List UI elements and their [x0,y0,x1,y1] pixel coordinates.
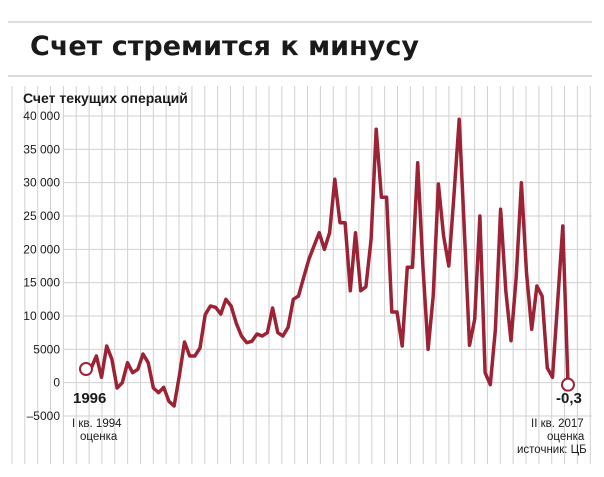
end-value-label: -0,3 [556,390,582,407]
y-tick-label: 0 [53,376,60,390]
y-tick-label: 15 000 [23,276,60,290]
horizontal-gridlines [64,115,592,417]
y-tick-label: 35 000 [23,142,60,156]
y-tick-label: 25 000 [23,209,60,223]
start-point-marker [79,362,93,376]
end-note-line-2: оценка [547,431,585,443]
end-note-line-1: II кв. 2017 [531,418,584,430]
source-note: источник: ЦБ [517,444,587,456]
y-tick-label: 20 000 [23,242,60,256]
y-axis-tick-labels: 40 000 35 000 30 000 25 000 20 000 15 000 10 0… [23,109,60,423]
start-note-line-2: оценка [80,431,118,443]
current-account-line [84,117,570,408]
start-year-label: 1996 [73,390,106,407]
start-note-line-1: I кв. 1994 [72,418,122,430]
title-box [0,0,604,86]
y-axis-label: Счет текущих операций [23,90,188,106]
y-tick-label: 30 000 [23,176,60,190]
y-tick-label: 40 000 [23,109,60,123]
y-tick-label: 5000 [33,342,60,356]
end-point-marker [561,377,575,392]
y-tick-label: –5000 [27,409,61,423]
chart-title: Счет стремится к минусу [30,31,419,62]
y-tick-label: 10 000 [23,309,60,323]
